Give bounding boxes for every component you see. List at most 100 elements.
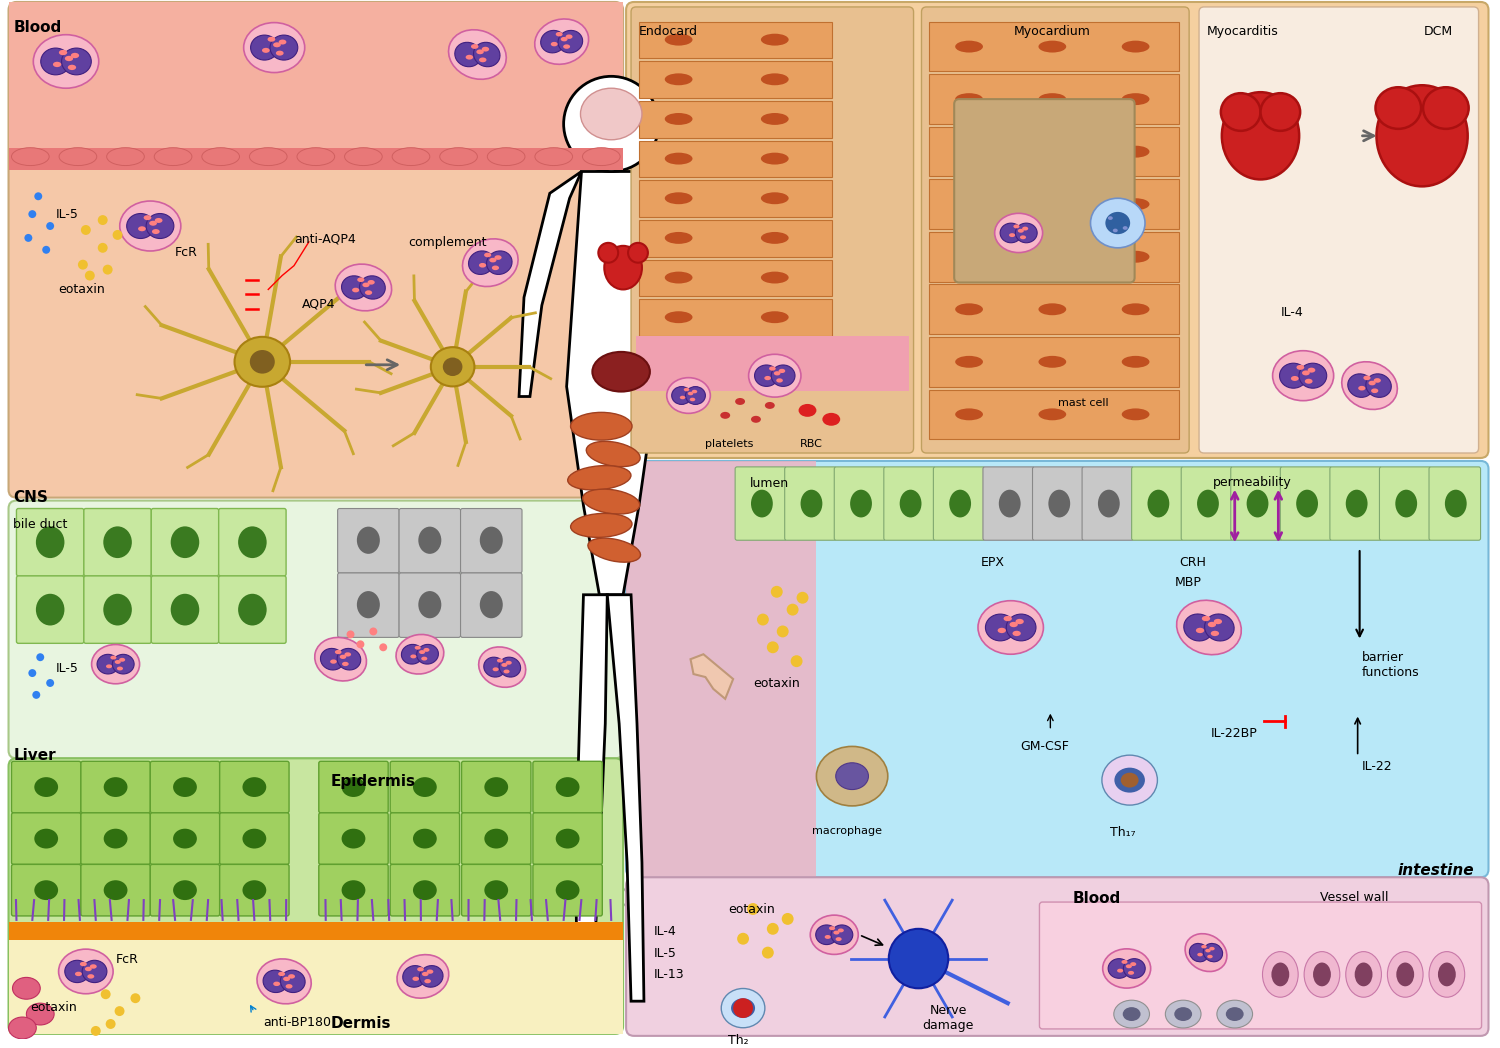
Ellipse shape — [1022, 226, 1028, 231]
Ellipse shape — [34, 778, 58, 796]
Ellipse shape — [999, 489, 1020, 518]
Ellipse shape — [492, 668, 498, 672]
Ellipse shape — [82, 960, 106, 983]
FancyBboxPatch shape — [1131, 467, 1184, 540]
Text: Th₁₇: Th₁₇ — [1110, 826, 1136, 838]
Circle shape — [42, 246, 50, 254]
FancyBboxPatch shape — [219, 576, 286, 643]
Ellipse shape — [550, 42, 558, 46]
FancyBboxPatch shape — [390, 813, 459, 865]
Ellipse shape — [484, 778, 508, 796]
Ellipse shape — [256, 959, 310, 1004]
Text: anti-AQP4: anti-AQP4 — [294, 233, 356, 246]
Ellipse shape — [1395, 489, 1417, 518]
Ellipse shape — [1122, 303, 1149, 315]
Ellipse shape — [234, 336, 290, 387]
FancyBboxPatch shape — [460, 508, 522, 573]
FancyBboxPatch shape — [219, 761, 290, 813]
Ellipse shape — [262, 48, 270, 52]
Ellipse shape — [154, 148, 192, 166]
Ellipse shape — [1272, 962, 1290, 986]
Ellipse shape — [334, 650, 342, 654]
Circle shape — [28, 669, 36, 677]
Ellipse shape — [1122, 356, 1149, 368]
Ellipse shape — [1124, 959, 1144, 978]
FancyBboxPatch shape — [1232, 467, 1282, 540]
Ellipse shape — [342, 778, 366, 796]
Polygon shape — [690, 654, 734, 699]
Ellipse shape — [489, 258, 496, 262]
Ellipse shape — [1358, 386, 1365, 391]
Circle shape — [100, 989, 111, 999]
Bar — [930, 284, 1179, 334]
Ellipse shape — [900, 489, 921, 518]
Ellipse shape — [760, 113, 789, 125]
Ellipse shape — [555, 778, 579, 796]
Polygon shape — [567, 172, 656, 595]
Circle shape — [747, 903, 759, 915]
Ellipse shape — [561, 37, 567, 41]
Ellipse shape — [1197, 489, 1219, 518]
Circle shape — [34, 192, 42, 200]
Circle shape — [24, 234, 33, 242]
Ellipse shape — [484, 657, 506, 677]
Ellipse shape — [1090, 198, 1144, 247]
Ellipse shape — [760, 232, 789, 244]
Ellipse shape — [36, 526, 64, 559]
FancyBboxPatch shape — [1380, 467, 1431, 540]
Ellipse shape — [1308, 368, 1316, 373]
Ellipse shape — [687, 392, 693, 395]
Ellipse shape — [1122, 409, 1149, 420]
Ellipse shape — [1377, 85, 1467, 187]
Text: platelets: platelets — [705, 439, 754, 450]
Ellipse shape — [106, 148, 144, 166]
Ellipse shape — [480, 527, 502, 553]
Ellipse shape — [760, 73, 789, 85]
Ellipse shape — [1202, 945, 1208, 948]
Text: Endocard: Endocard — [639, 25, 698, 38]
FancyBboxPatch shape — [933, 467, 986, 540]
FancyBboxPatch shape — [320, 761, 388, 813]
FancyBboxPatch shape — [784, 467, 836, 540]
Ellipse shape — [1221, 93, 1260, 131]
FancyBboxPatch shape — [532, 813, 603, 865]
Ellipse shape — [357, 527, 380, 553]
Circle shape — [762, 946, 774, 959]
Ellipse shape — [735, 398, 746, 405]
Ellipse shape — [798, 403, 816, 417]
Ellipse shape — [555, 829, 579, 849]
Ellipse shape — [1374, 378, 1382, 383]
Ellipse shape — [1366, 374, 1392, 397]
Ellipse shape — [778, 369, 784, 373]
Ellipse shape — [692, 390, 698, 393]
Ellipse shape — [765, 402, 776, 409]
Ellipse shape — [1038, 41, 1066, 52]
Ellipse shape — [570, 514, 632, 538]
Ellipse shape — [360, 276, 386, 299]
FancyBboxPatch shape — [320, 813, 388, 865]
Ellipse shape — [956, 409, 982, 420]
Circle shape — [771, 586, 783, 597]
Ellipse shape — [243, 829, 267, 849]
FancyBboxPatch shape — [219, 508, 286, 576]
Ellipse shape — [462, 239, 518, 286]
Ellipse shape — [1114, 1000, 1149, 1028]
Text: IL-5: IL-5 — [654, 946, 676, 960]
Bar — [639, 180, 833, 217]
Ellipse shape — [1176, 601, 1242, 655]
Ellipse shape — [1371, 389, 1378, 393]
Ellipse shape — [1122, 226, 1128, 230]
Ellipse shape — [765, 376, 771, 380]
Circle shape — [796, 592, 808, 604]
Text: Myocarditis: Myocarditis — [1208, 25, 1278, 38]
Bar — [639, 62, 833, 99]
Ellipse shape — [273, 42, 280, 47]
Ellipse shape — [202, 148, 240, 166]
Circle shape — [46, 679, 54, 686]
Ellipse shape — [352, 288, 360, 292]
Ellipse shape — [771, 365, 795, 387]
Ellipse shape — [1304, 952, 1340, 998]
Ellipse shape — [58, 148, 98, 166]
FancyBboxPatch shape — [81, 761, 150, 813]
Ellipse shape — [392, 148, 430, 166]
